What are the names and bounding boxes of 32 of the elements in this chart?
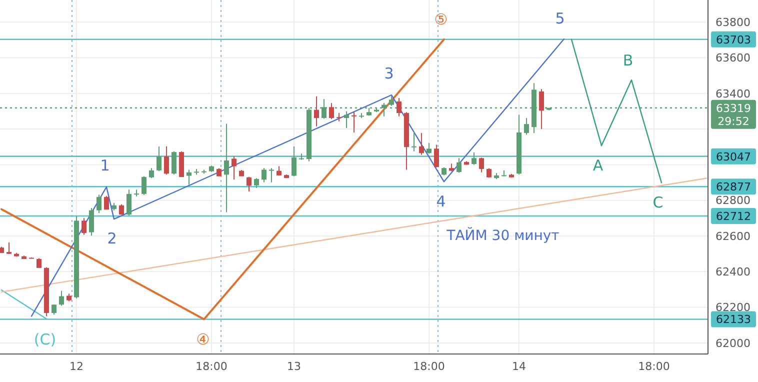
annotation: (C) bbox=[34, 330, 56, 348]
y-tick-label: 62400 bbox=[716, 266, 750, 278]
annotation: A bbox=[592, 156, 604, 174]
ref-line-label: 63047 bbox=[716, 150, 751, 164]
ref-line-label: 63703 bbox=[716, 33, 751, 46]
ref-line-label: 62877 bbox=[716, 180, 751, 194]
ref-line-label: 63319 29:52 bbox=[716, 102, 751, 128]
annotation: 2 bbox=[107, 229, 117, 248]
x-tick-label: 18:00 bbox=[196, 360, 228, 373]
ref-line-label: 62712 bbox=[716, 210, 751, 224]
y-tick-label: 62600 bbox=[716, 230, 750, 243]
annotation: C bbox=[652, 193, 664, 212]
y-tick-label: 62800 bbox=[716, 194, 750, 208]
y-tick-label: 63400 bbox=[716, 87, 750, 100]
x-tick-label: 14 bbox=[512, 360, 526, 373]
annotation: 1 bbox=[100, 156, 110, 174]
annotation: ТАЙМ 30 минут bbox=[446, 226, 560, 244]
annotation: B bbox=[622, 51, 634, 70]
y-tick-label: 62200 bbox=[716, 301, 750, 314]
y-tick-label: 62000 bbox=[716, 336, 750, 350]
x-tick-label: 12 bbox=[70, 360, 84, 373]
x-tick-label: 18:00 bbox=[638, 360, 670, 373]
x-tick-label: 13 bbox=[287, 360, 301, 373]
y-tick-label: 63600 bbox=[716, 52, 750, 65]
annotation: ④ bbox=[196, 330, 210, 348]
annotation: 3 bbox=[384, 64, 394, 82]
x-tick-label: 18:00 bbox=[413, 360, 445, 373]
annotation: ⑤ bbox=[434, 10, 448, 28]
annotation: 4 bbox=[436, 192, 446, 210]
annotation: 5 bbox=[555, 9, 565, 28]
ref-line-label: 62133 bbox=[716, 313, 751, 326]
y-tick-label: 63800 bbox=[716, 16, 750, 29]
